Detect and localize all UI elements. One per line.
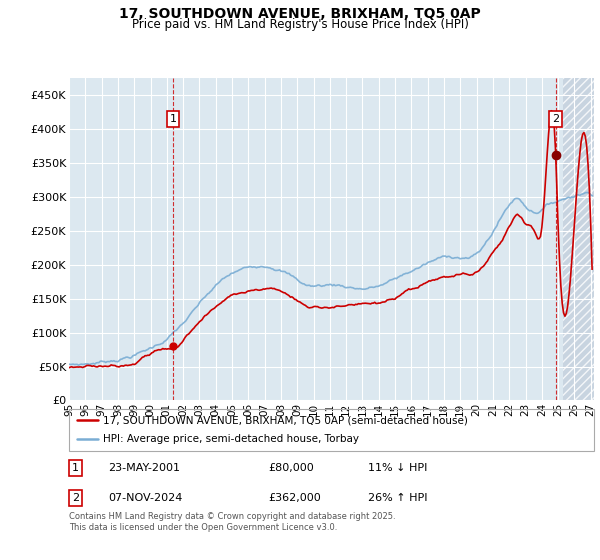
Text: £80,000: £80,000 (269, 463, 314, 473)
Text: HPI: Average price, semi-detached house, Torbay: HPI: Average price, semi-detached house,… (103, 435, 359, 445)
Bar (563, 78, 594, 400)
Text: 1: 1 (170, 114, 176, 124)
Text: 2: 2 (72, 493, 79, 503)
Text: 1: 1 (72, 463, 79, 473)
Text: Contains HM Land Registry data © Crown copyright and database right 2025.
This d: Contains HM Land Registry data © Crown c… (69, 512, 395, 532)
Text: 17, SOUTHDOWN AVENUE, BRIXHAM, TQ5 0AP (semi-detached house): 17, SOUTHDOWN AVENUE, BRIXHAM, TQ5 0AP (… (103, 415, 468, 425)
Text: 23-MAY-2001: 23-MAY-2001 (109, 463, 181, 473)
Text: Price paid vs. HM Land Registry's House Price Index (HPI): Price paid vs. HM Land Registry's House … (131, 18, 469, 31)
Text: £362,000: £362,000 (269, 493, 321, 503)
Text: 26% ↑ HPI: 26% ↑ HPI (368, 493, 428, 503)
Text: 07-NOV-2024: 07-NOV-2024 (109, 493, 183, 503)
Bar (563, 78, 594, 400)
Text: 11% ↓ HPI: 11% ↓ HPI (368, 463, 428, 473)
Text: 17, SOUTHDOWN AVENUE, BRIXHAM, TQ5 0AP: 17, SOUTHDOWN AVENUE, BRIXHAM, TQ5 0AP (119, 7, 481, 21)
Text: 2: 2 (552, 114, 559, 124)
